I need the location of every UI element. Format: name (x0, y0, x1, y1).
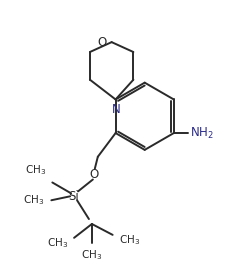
Text: O: O (89, 168, 99, 181)
Text: Si: Si (69, 190, 79, 203)
Text: CH$_3$: CH$_3$ (81, 249, 103, 262)
Text: CH$_3$: CH$_3$ (47, 236, 68, 250)
Text: CH$_3$: CH$_3$ (119, 233, 140, 247)
Text: O: O (97, 36, 107, 49)
Text: N: N (112, 104, 121, 116)
Text: CH$_3$: CH$_3$ (23, 193, 45, 207)
Text: NH$_2$: NH$_2$ (190, 126, 213, 140)
Text: CH$_3$: CH$_3$ (25, 163, 46, 177)
